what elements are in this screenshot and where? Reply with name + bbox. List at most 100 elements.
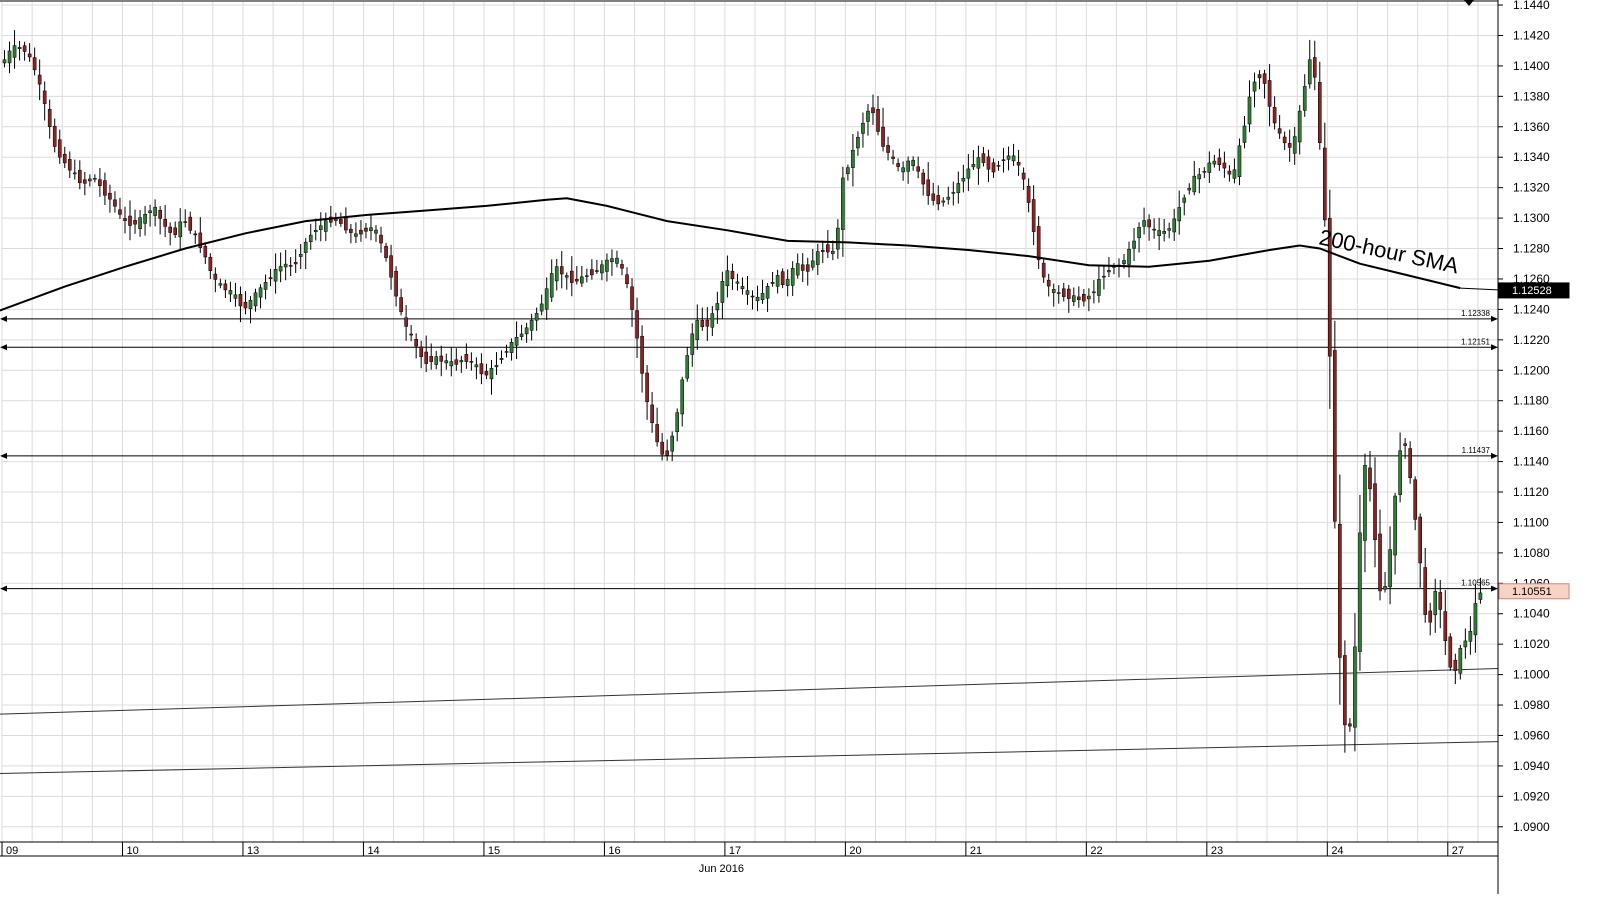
candle-body — [123, 218, 127, 221]
level-arrow-left — [0, 585, 7, 592]
candle-body — [118, 209, 122, 215]
candle-body — [424, 351, 429, 364]
candle-body — [1197, 174, 1202, 180]
x-tick-label: 09 — [6, 845, 18, 857]
candle-body — [1046, 279, 1051, 287]
candle-body — [785, 279, 790, 286]
candle-body — [253, 292, 258, 307]
x-tick-label: 24 — [1331, 845, 1343, 857]
candle-body — [494, 365, 499, 368]
candle-body — [128, 215, 132, 226]
candle-body — [1433, 591, 1438, 616]
candle-body — [293, 262, 298, 265]
candle-body — [700, 320, 705, 328]
candle-body — [810, 260, 815, 268]
x-tick-label: 23 — [1211, 845, 1223, 857]
candle-body — [248, 299, 253, 309]
candle-body — [98, 179, 102, 186]
candle-body — [1322, 147, 1327, 221]
candle-body — [549, 273, 554, 298]
candle-body — [795, 263, 800, 276]
candle-body — [1001, 159, 1006, 161]
candle-body — [308, 234, 313, 243]
candle-body — [163, 218, 167, 227]
y-tick-label: 1.1220 — [1513, 333, 1550, 347]
candle-body — [1287, 143, 1292, 148]
candle-body — [529, 319, 534, 331]
candle-body — [143, 214, 147, 224]
candle-body — [1202, 170, 1207, 173]
candle-body — [820, 249, 825, 252]
candle-body — [414, 339, 418, 347]
candle-body — [1187, 188, 1192, 191]
candle-body — [1398, 450, 1402, 496]
x-tick-label: 14 — [367, 845, 379, 857]
trendline — [0, 741, 1499, 775]
candle-body — [715, 303, 720, 311]
candle-body — [223, 283, 228, 291]
candle-body — [47, 109, 52, 128]
y-tick-label: 1.1380 — [1513, 89, 1550, 103]
candle-body — [374, 229, 378, 234]
candle-body — [504, 351, 509, 353]
candle-body — [981, 153, 986, 163]
level-arrow-right — [1491, 452, 1498, 459]
candle-body — [228, 290, 233, 295]
x-axis-label: Jun 2016 — [699, 863, 744, 875]
y-tick-label: 1.1340 — [1513, 150, 1550, 164]
candle-body — [499, 358, 504, 360]
candle-body — [936, 195, 941, 205]
level-arrow-left — [0, 344, 7, 351]
candle-body — [1272, 107, 1277, 124]
y-tick-label: 1.0960 — [1513, 728, 1550, 742]
candle-body — [178, 221, 183, 238]
candle-body — [1061, 288, 1066, 297]
candle-body — [108, 192, 112, 200]
candle-body — [1177, 207, 1182, 222]
candle-body — [1162, 231, 1166, 234]
candle-body — [876, 109, 880, 132]
candle-body — [2, 59, 7, 64]
candle-body — [916, 166, 920, 172]
candle-body — [881, 126, 885, 147]
candle-body — [303, 241, 308, 253]
candle-body — [519, 333, 524, 337]
candle-body — [590, 269, 594, 276]
candle-body — [1237, 145, 1242, 177]
candle-body — [901, 167, 905, 173]
candle-body — [956, 183, 961, 194]
scroll-marker-icon — [1464, 0, 1474, 6]
candle-body — [1448, 636, 1453, 668]
candle-body — [1122, 260, 1126, 265]
candle-body — [630, 286, 634, 310]
candle-body — [42, 90, 47, 104]
candle-body — [278, 266, 283, 272]
y-tick-label: 1.0980 — [1513, 698, 1550, 712]
candle-body — [57, 139, 62, 158]
y-tick-label: 1.1320 — [1513, 181, 1550, 195]
candle-body — [1247, 96, 1252, 125]
candle-body — [1167, 228, 1171, 231]
x-tick-label: 16 — [608, 845, 620, 857]
candle-body — [1252, 81, 1257, 92]
candle-body — [1333, 350, 1337, 522]
candle-body — [1468, 631, 1473, 642]
candle-body — [93, 178, 97, 180]
current-price-badge: 1.10551 — [1512, 586, 1552, 598]
candle-body — [1307, 59, 1312, 85]
y-tick-label: 1.0900 — [1513, 820, 1550, 834]
candle-body — [1127, 248, 1131, 265]
candle-body — [489, 367, 494, 380]
y-tick-label: 1.1300 — [1513, 211, 1550, 225]
y-tick-label: 1.1180 — [1513, 394, 1549, 408]
candle-body — [961, 177, 966, 182]
candle-body — [931, 193, 936, 201]
candle-body — [1473, 603, 1478, 636]
candle-body — [765, 286, 770, 299]
candle-body — [1092, 291, 1096, 294]
candle-body — [1257, 74, 1262, 79]
level-label: 1.12338 — [1461, 309, 1490, 318]
candle-body — [991, 162, 996, 173]
